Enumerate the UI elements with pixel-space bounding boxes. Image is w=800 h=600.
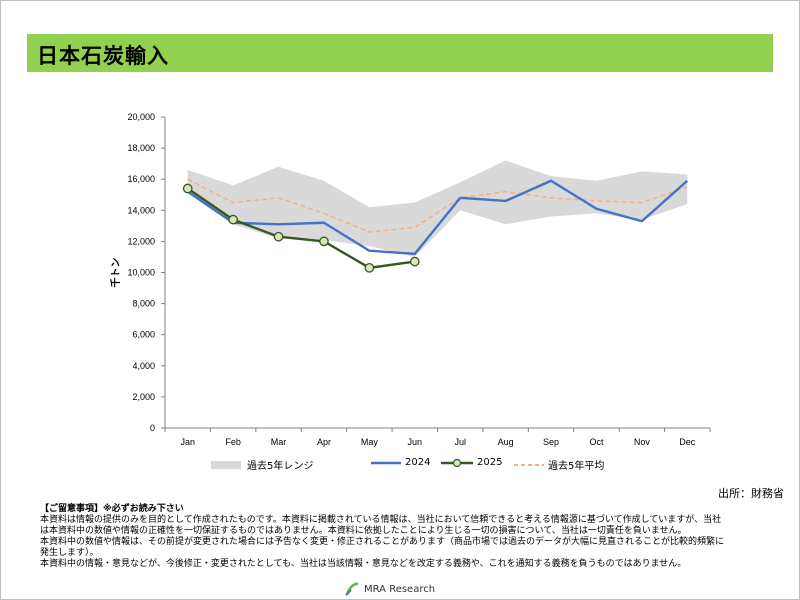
- range-band-area: [187, 160, 688, 257]
- legend-swatch-avg: [514, 463, 544, 466]
- x-tick-label: Mar: [271, 437, 287, 447]
- legend-label-range: 過去5年レンジ: [247, 461, 314, 472]
- data-point-2025: [409, 256, 420, 267]
- series-line-2024: [187, 179, 689, 256]
- disclaimer-line: 本資料中の情報・意見などが、今後修正・変更されたとしても、当社は当該情報・意見な…: [40, 559, 687, 569]
- y-tick-label: 16,000: [127, 174, 155, 184]
- legend-label-2025: 2025: [477, 457, 503, 468]
- y-axis-label: 千トン: [109, 258, 122, 288]
- x-tick-label: May: [361, 437, 379, 447]
- legend-item-2025: 2025: [441, 457, 502, 468]
- y-tick-label: 18,000: [127, 143, 155, 153]
- x-tick-label: Oct: [589, 437, 604, 447]
- chart-legend: 過去5年レンジ 2024 2025 過去5年平均: [0, 457, 800, 475]
- x-tick-label: Jun: [408, 437, 423, 447]
- data-point-2025: [364, 262, 375, 273]
- y-tick-label: 0: [150, 423, 155, 433]
- source-note: 出所：財務省: [718, 487, 784, 500]
- x-tick-label: Jan: [180, 437, 195, 447]
- x-tick-label: Nov: [634, 437, 651, 447]
- y-tick-label: 6,000: [132, 330, 155, 340]
- data-point-2025: [273, 231, 284, 242]
- y-tick-label: 14,000: [127, 205, 155, 215]
- series-line-2025: [187, 187, 415, 270]
- disclaimer-line: 本資料は情報の提供のみを目的として作成されたものです。本資料に掲載されている情報…: [40, 515, 722, 525]
- y-tick-label: 20,000: [127, 112, 155, 122]
- legend-label-avg: 過去5年平均: [548, 461, 605, 472]
- y-tick-label: 10,000: [127, 268, 155, 278]
- x-tick-label: Dec: [679, 437, 696, 447]
- logo-icon: [345, 582, 359, 596]
- y-tick-label: 8,000: [132, 299, 155, 309]
- series-line-過去5年平均: [187, 178, 688, 233]
- title-bar: 日本石炭輸入: [27, 34, 773, 72]
- logo-text: MRA Research: [364, 583, 436, 595]
- disclaimer-line: 発生します）。: [40, 548, 99, 558]
- data-point-2025: [182, 183, 193, 194]
- data-point-2025: [228, 214, 238, 225]
- x-tick-label: Jul: [454, 437, 466, 447]
- legend-swatch-2025: [441, 458, 473, 467]
- x-tick-label: Aug: [498, 437, 514, 447]
- legend-item-avg: 過去5年平均: [514, 457, 604, 472]
- disclaimer-line: 本資料中の数値や情報は、その前提が変更された場合には予告なく変更・修正されること…: [40, 537, 725, 547]
- disclaimer-line: は本資料中の数値や情報の正確性を一切保証するものではありません。本資料に依拠した…: [40, 526, 687, 536]
- legend-label-2024: 2024: [405, 457, 431, 468]
- x-tick-label: Feb: [225, 437, 241, 447]
- legend-item-range: 過去5年レンジ: [211, 457, 313, 472]
- disclaimer-heading: 【ご留意事項】※必ずお読み下さい: [40, 504, 184, 514]
- y-tick-label: 4,000: [132, 361, 155, 371]
- company-logo: MRA Research: [344, 581, 435, 597]
- y-tick-label: 2,000: [132, 392, 155, 402]
- legend-item-2024: 2024: [371, 457, 430, 468]
- legend-swatch-range: [211, 460, 241, 469]
- data-point-2025: [319, 236, 329, 247]
- x-tick-label: Sep: [543, 437, 559, 447]
- x-tick-label: Apr: [317, 437, 331, 447]
- legend-swatch-2024: [371, 461, 401, 464]
- disclaimer: 【ご留意事項】※必ずお読み下さい 本資料は情報の提供のみを目的として作成されたも…: [40, 504, 770, 570]
- y-tick-label: 12,000: [127, 236, 155, 246]
- page-title: 日本石炭輸入: [37, 44, 169, 68]
